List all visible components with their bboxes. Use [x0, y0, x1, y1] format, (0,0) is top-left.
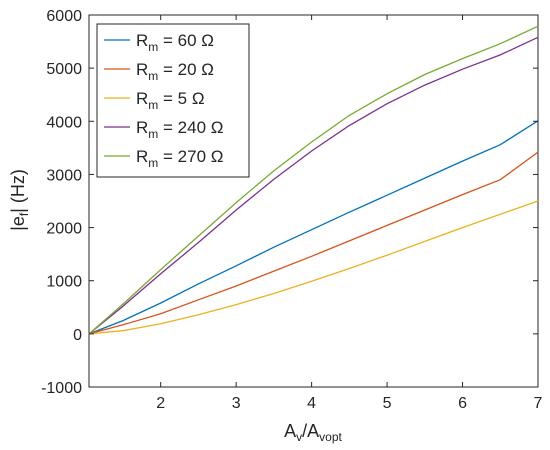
x-tick-label: 5	[383, 395, 392, 412]
y-tick-label: 3000	[46, 167, 82, 184]
x-tick-label: 6	[458, 395, 467, 412]
y-tick-label: -1000	[41, 380, 82, 397]
legend-label: Rm = 5 Ω	[136, 89, 205, 112]
series-line	[88, 25, 539, 335]
axis-ticks: 2 3 4 5 6 7 -1000 0 1000 2000 3000 4000 5000 6000	[41, 8, 542, 412]
y-axis-label: |ef| (Hz)	[8, 169, 31, 231]
x-tick-label: 4	[307, 395, 316, 412]
x-axis-label: Av/Avopt	[284, 421, 342, 444]
y-tick-label: 4000	[46, 114, 82, 131]
legend-label: Rm = 240 Ω	[136, 118, 223, 141]
y-tick-label: 5000	[46, 61, 82, 78]
series-line	[88, 200, 539, 335]
x-tick-label: 7	[534, 395, 543, 412]
series-line	[88, 120, 539, 335]
legend-box	[96, 23, 250, 178]
y-tick-label: 1000	[46, 274, 82, 291]
legend: Rm = 60 Ω Rm = 20 Ω Rm = 5 Ω Rm = 240 Ω Rm =…	[96, 23, 250, 178]
x-tick-label: 3	[232, 395, 241, 412]
series-layer	[88, 25, 539, 335]
y-tick-label: 2000	[46, 221, 82, 238]
series-line	[88, 151, 539, 335]
y-tick-label: 0	[73, 327, 82, 344]
legend-label: Rm = 20 Ω	[136, 60, 214, 83]
x-tick-label: 2	[156, 395, 165, 412]
legend-label: Rm = 270 Ω	[136, 147, 223, 170]
series-line	[88, 36, 539, 335]
y-tick-label: 6000	[46, 8, 82, 25]
legend-label: Rm = 60 Ω	[136, 31, 214, 54]
